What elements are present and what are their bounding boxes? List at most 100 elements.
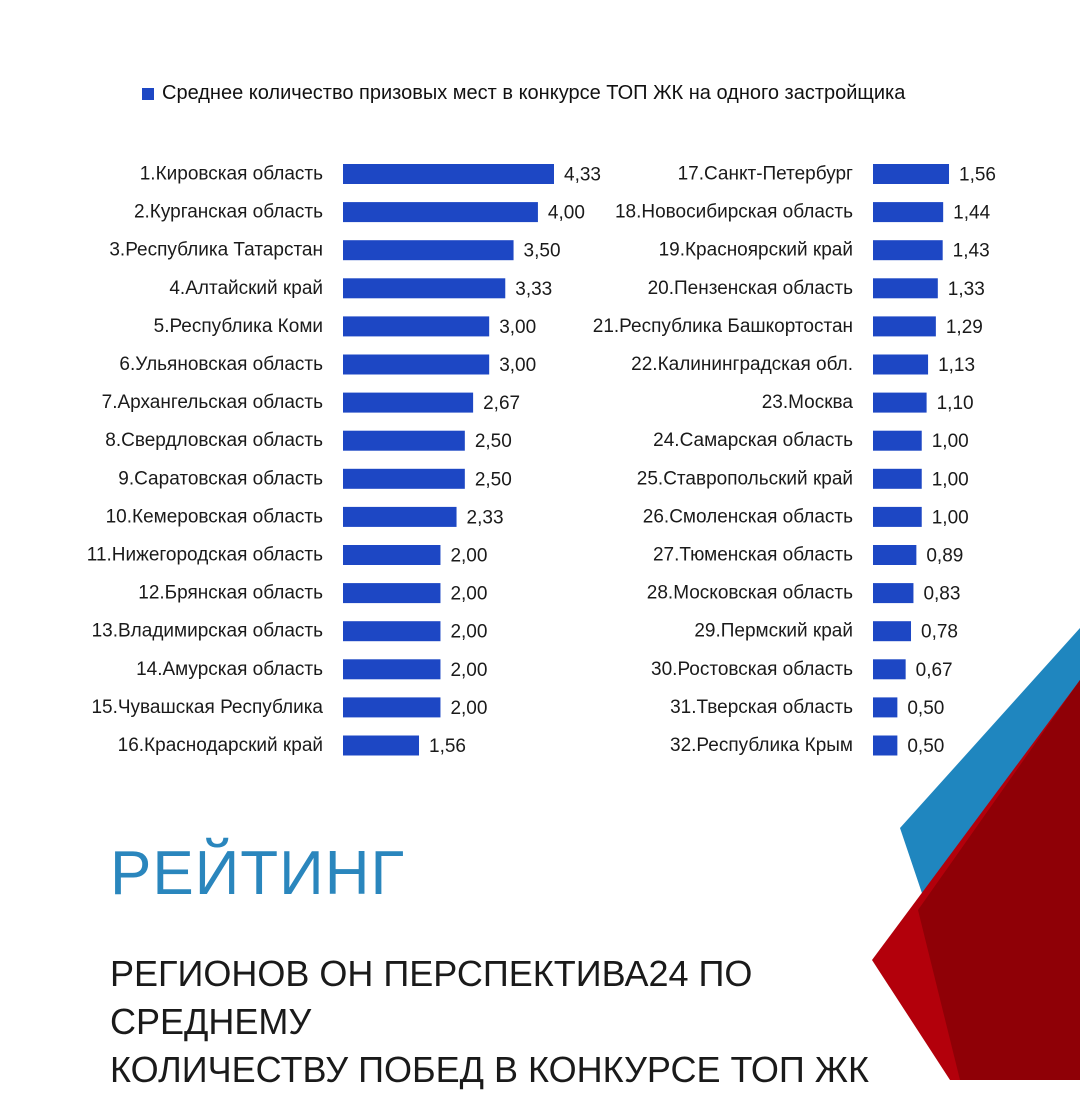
value-label: 3,33 (515, 279, 552, 300)
category-label: 31.Тверская область (670, 697, 853, 718)
bar (873, 392, 927, 413)
subtitle-line-2: КОЛИЧЕСТВУ ПОБЕД В КОНКУРСЕ ТОП ЖК (110, 1049, 869, 1090)
value-label: 1,43 (953, 241, 990, 262)
bar (343, 316, 490, 337)
category-label: 13.Владимирская область (92, 621, 323, 642)
category-label: 7.Архангельская область (102, 392, 323, 413)
category-label: 11.Нижегородская область (87, 545, 323, 566)
category-label: 22.Калининградская обл. (631, 354, 853, 375)
bar (343, 697, 441, 718)
value-label: 1,56 (959, 165, 996, 186)
category-label: 27.Тюменская область (653, 545, 853, 566)
value-label: 0,50 (907, 698, 944, 719)
category-label: 4.Алтайский край (169, 278, 323, 299)
value-label: 0,78 (921, 622, 958, 643)
value-label: 2,00 (450, 660, 487, 681)
category-label: 2.Курганская область (134, 202, 323, 223)
legend-label: Среднее количество призовых мест в конку… (162, 82, 906, 104)
value-label: 4,33 (564, 165, 601, 186)
value-label: 2,00 (450, 622, 487, 643)
category-label: 15.Чувашская Республика (91, 697, 323, 718)
value-label: 1,00 (932, 469, 969, 490)
bar (343, 164, 554, 184)
bar (343, 583, 441, 604)
value-label: 2,00 (450, 584, 487, 605)
bar (873, 430, 922, 451)
bar (873, 583, 914, 604)
bar (343, 545, 441, 565)
value-label: 2,67 (483, 393, 520, 414)
bar (343, 278, 506, 299)
bar (873, 354, 929, 375)
value-label: 2,50 (475, 431, 512, 452)
category-label: 32.Республика Крым (670, 735, 853, 756)
bar (873, 240, 943, 261)
bar (873, 202, 944, 223)
value-label: 1,00 (932, 507, 969, 528)
value-label: 1,44 (953, 203, 990, 224)
category-label: 8.Свердловская область (105, 430, 323, 451)
bar (873, 621, 912, 642)
category-label: 19.Красноярский край (659, 240, 853, 261)
bar (873, 697, 898, 718)
value-label: 3,50 (524, 241, 561, 262)
bar (343, 735, 420, 756)
bar (873, 735, 898, 756)
page-subtitle: РЕГИОНОВ ОН ПЕРСПЕКТИВА24 ПО СРЕДНЕМУ КО… (110, 950, 930, 1094)
category-label: 5.Республика Коми (154, 316, 323, 337)
category-label: 21.Республика Башкортостан (593, 316, 853, 337)
bar (343, 240, 514, 261)
category-label: 26.Смоленская область (643, 506, 853, 527)
value-label: 1,10 (937, 393, 974, 414)
bar (343, 430, 465, 451)
category-label: 16.Краснодарский край (118, 735, 323, 756)
value-label: 1,29 (946, 317, 983, 338)
category-label: 28.Московская область (647, 583, 853, 604)
category-label: 18.Новосибирская область (615, 202, 853, 223)
bar-chart: 1.Кировская область 4,33 2.Курганская обла… (87, 164, 996, 758)
bar (873, 659, 906, 680)
value-label: 0,83 (923, 584, 960, 605)
value-label: 1,13 (938, 355, 975, 376)
category-label: 24.Самарская область (653, 430, 853, 451)
value-label: 1,56 (429, 736, 466, 757)
category-label: 1.Кировская область (140, 164, 323, 185)
legend-swatch (142, 87, 154, 100)
page-title: РЕЙТИНГ (110, 839, 406, 908)
category-label: 25.Ставропольский край (637, 468, 853, 489)
bar (873, 468, 922, 489)
value-label: 1,00 (932, 431, 969, 452)
bar (343, 468, 465, 489)
value-label: 0,89 (926, 546, 963, 567)
category-label: 10.Кемеровская область (106, 506, 324, 527)
value-label: 0,67 (916, 660, 953, 681)
value-label: 2,00 (450, 698, 487, 719)
category-label: 3.Республика Татарстан (109, 240, 323, 261)
value-label: 2,33 (467, 507, 504, 528)
value-label: 2,50 (475, 469, 512, 490)
bar (343, 659, 441, 680)
value-label: 3,00 (499, 355, 536, 376)
value-label: 4,00 (548, 203, 585, 224)
category-label: 29.Пермский край (694, 621, 853, 642)
category-label: 14.Амурская область (136, 659, 323, 680)
subtitle-line-1: РЕГИОНОВ ОН ПЕРСПЕКТИВА24 ПО СРЕДНЕМУ (110, 953, 753, 1042)
category-label: 6.Ульяновская область (119, 354, 323, 375)
bar (343, 621, 441, 642)
value-label: 0,50 (907, 736, 944, 757)
category-label: 12.Брянская область (138, 583, 323, 604)
chart-legend: Среднее количество призовых мест в конку… (142, 82, 905, 105)
category-label: 23.Москва (762, 392, 854, 413)
category-label: 17.Санкт-Петербург (678, 164, 853, 185)
dark-red-ribbon-shape (918, 680, 1080, 1080)
bar (343, 202, 538, 223)
bar (873, 278, 938, 299)
value-label: 2,00 (450, 546, 487, 567)
value-label: 1,33 (948, 279, 985, 300)
bar (343, 354, 490, 375)
bar (873, 316, 936, 337)
bar (873, 164, 950, 184)
category-label: 9.Саратовская область (118, 468, 323, 489)
category-label: 30.Ростовская область (651, 659, 853, 680)
